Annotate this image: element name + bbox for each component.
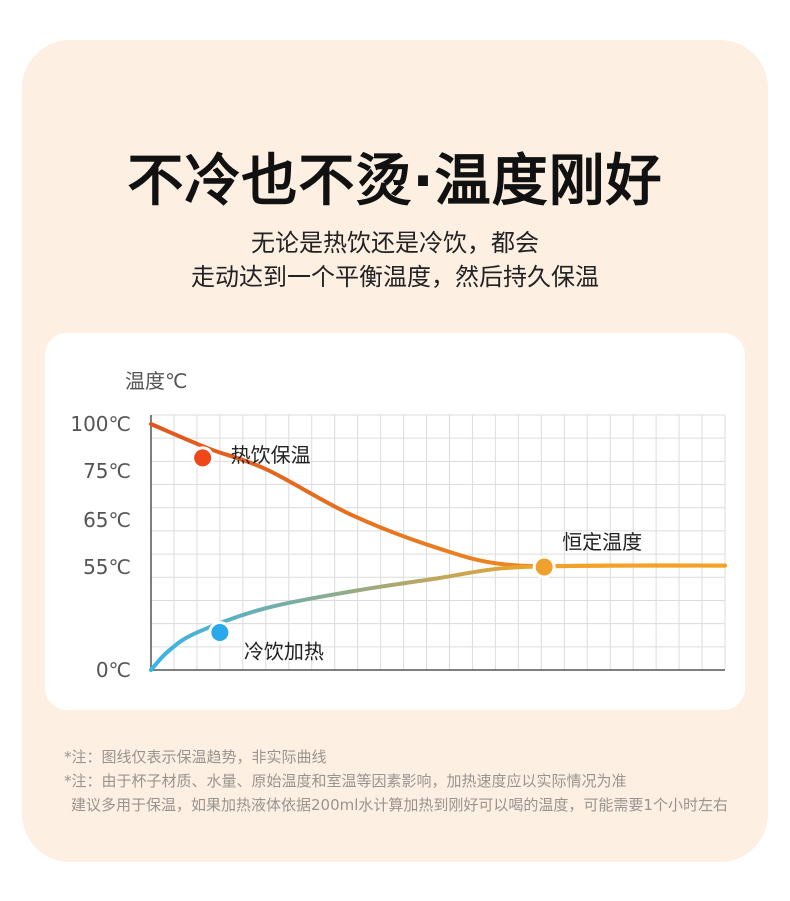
subtitle: 无论是热饮还是冷饮，都会 走动达到一个平衡温度，然后持久保温 bbox=[0, 226, 790, 294]
subtitle-line-2: 走动达到一个平衡温度，然后持久保温 bbox=[191, 263, 599, 291]
footnote-2: *注：由于杯子材质、水量、原始温度和室温等因素影响，加热速度应以实际情况为准 bbox=[64, 772, 627, 790]
equilibrium-marker-label: 恒定温度 bbox=[562, 530, 642, 554]
y-tick-label: 75℃ bbox=[83, 459, 131, 483]
y-tick-labels: 100℃ 75℃ 65℃ 55℃ 0℃ bbox=[70, 412, 131, 682]
footnotes: *注：图线仅表示保温趋势，非实际曲线 *注：由于杯子材质、水量、原始温度和室温等… bbox=[64, 745, 734, 817]
page-title: 不冷也不烫·温度刚好 bbox=[127, 149, 663, 214]
chart-axes bbox=[150, 415, 725, 671]
chart-series bbox=[149, 422, 727, 672]
subtitle-line-1: 无论是热饮还是冷饮，都会 bbox=[251, 229, 539, 257]
equilibrium-marker bbox=[532, 555, 556, 579]
y-tick-label: 55℃ bbox=[83, 555, 131, 579]
y-tick-label: 100℃ bbox=[70, 412, 131, 436]
y-axis-label: 温度℃ bbox=[125, 369, 187, 393]
footnote-3: 建议多用于保温，如果加热液体依据200ml水计算加热到刚好可以喝的温度，可能需要… bbox=[71, 796, 728, 814]
chart-grid bbox=[151, 414, 726, 670]
footnote-1: *注：图线仅表示保温趋势，非实际曲线 bbox=[64, 748, 327, 766]
cold-drink-marker-label: 冷饮加热 bbox=[244, 640, 324, 664]
chart-card: 温度℃ 100℃ 75℃ 65℃ 55℃ 0℃ 热饮保温冷饮加热 恒定温度 bbox=[45, 333, 745, 710]
cold-drink-marker bbox=[208, 621, 232, 645]
cold-drink-curve bbox=[149, 563, 727, 672]
hot-drink-marker-label: 热饮保温 bbox=[231, 443, 311, 467]
hot-drink-marker bbox=[191, 446, 215, 470]
y-tick-label: 0℃ bbox=[96, 658, 131, 682]
y-tick-label: 65℃ bbox=[83, 508, 131, 532]
